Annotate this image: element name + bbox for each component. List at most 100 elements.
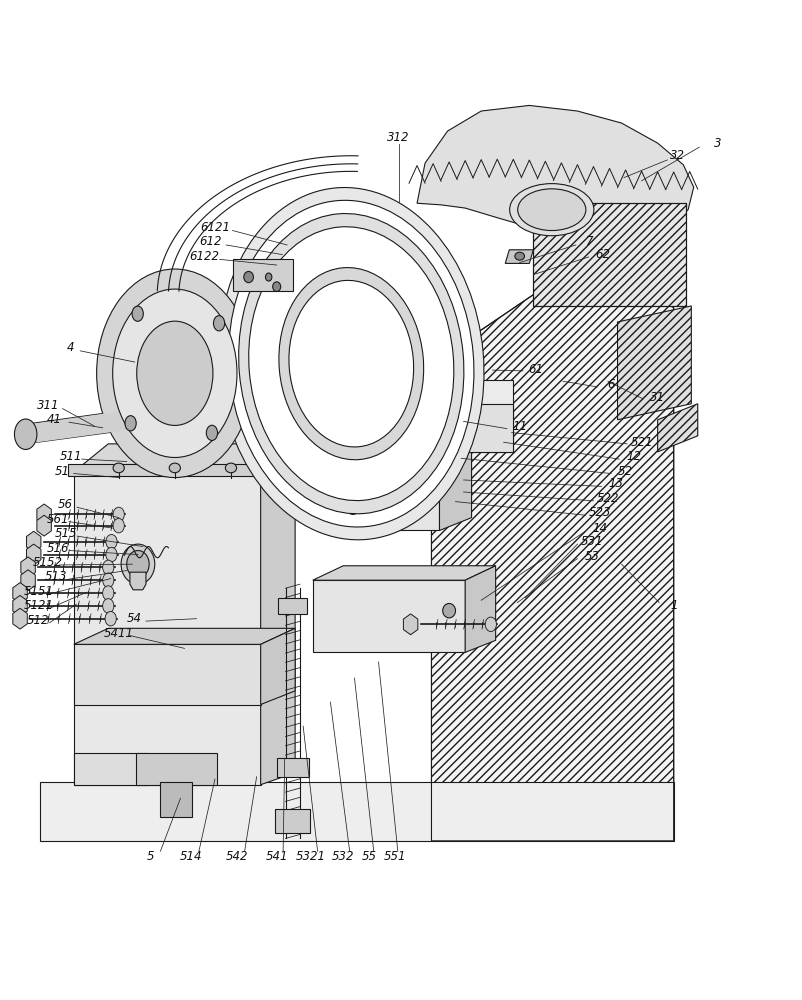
Polygon shape <box>277 758 309 777</box>
Ellipse shape <box>244 271 253 283</box>
Text: 541: 541 <box>265 850 288 863</box>
Text: 561: 561 <box>47 513 69 526</box>
Polygon shape <box>417 105 694 239</box>
Polygon shape <box>13 608 27 629</box>
Ellipse shape <box>136 321 213 425</box>
Polygon shape <box>439 405 472 530</box>
Text: 612: 612 <box>199 235 221 248</box>
Ellipse shape <box>346 468 359 481</box>
Polygon shape <box>431 259 674 841</box>
Text: 32: 32 <box>670 149 685 162</box>
Ellipse shape <box>249 227 454 501</box>
Text: 1: 1 <box>670 599 678 612</box>
Text: 55: 55 <box>362 850 376 863</box>
Text: 531: 531 <box>581 535 603 548</box>
Ellipse shape <box>225 463 237 473</box>
Polygon shape <box>21 570 35 591</box>
Ellipse shape <box>113 507 124 522</box>
Polygon shape <box>431 380 513 452</box>
Ellipse shape <box>517 189 585 231</box>
Text: 7: 7 <box>585 235 593 248</box>
Polygon shape <box>261 628 295 705</box>
Text: 542: 542 <box>225 850 248 863</box>
Text: 6121: 6121 <box>200 221 230 234</box>
Ellipse shape <box>485 617 496 632</box>
Polygon shape <box>26 404 173 444</box>
Text: 61: 61 <box>529 363 543 376</box>
Ellipse shape <box>273 282 281 291</box>
Polygon shape <box>233 259 293 291</box>
Text: 62: 62 <box>596 248 610 261</box>
Text: 13: 13 <box>609 477 623 490</box>
Text: 5152: 5152 <box>33 556 63 569</box>
Text: 4: 4 <box>67 341 75 354</box>
Ellipse shape <box>515 252 525 260</box>
Text: 551: 551 <box>383 850 406 863</box>
Ellipse shape <box>132 306 144 321</box>
Polygon shape <box>74 644 261 705</box>
Text: 6122: 6122 <box>189 250 220 263</box>
Polygon shape <box>13 583 27 603</box>
Polygon shape <box>505 250 533 263</box>
Polygon shape <box>13 595 27 616</box>
Text: 12: 12 <box>626 450 641 463</box>
Ellipse shape <box>289 280 414 447</box>
Polygon shape <box>26 531 41 552</box>
Text: 56: 56 <box>59 498 73 511</box>
Polygon shape <box>74 753 148 785</box>
Polygon shape <box>327 405 472 426</box>
Ellipse shape <box>127 551 149 578</box>
Text: 5321: 5321 <box>296 850 326 863</box>
Ellipse shape <box>103 560 114 575</box>
Polygon shape <box>21 557 35 578</box>
Text: 11: 11 <box>512 420 527 433</box>
Polygon shape <box>278 598 307 614</box>
Ellipse shape <box>342 497 364 519</box>
Polygon shape <box>74 472 261 785</box>
Polygon shape <box>403 614 418 635</box>
Ellipse shape <box>265 273 272 281</box>
Text: 52: 52 <box>618 465 633 478</box>
Text: 54: 54 <box>128 612 142 625</box>
Text: 311: 311 <box>37 399 59 412</box>
Polygon shape <box>465 566 496 652</box>
Polygon shape <box>130 572 146 590</box>
Ellipse shape <box>342 463 364 486</box>
Polygon shape <box>313 566 496 580</box>
Ellipse shape <box>105 611 116 626</box>
Text: 14: 14 <box>593 522 607 535</box>
Ellipse shape <box>169 463 180 473</box>
Ellipse shape <box>206 425 217 440</box>
Text: 31: 31 <box>650 391 665 404</box>
Text: 5: 5 <box>147 850 155 863</box>
Ellipse shape <box>510 184 593 236</box>
Text: 3: 3 <box>714 137 722 150</box>
Polygon shape <box>74 628 295 644</box>
Text: 515: 515 <box>55 527 77 540</box>
Text: 512: 512 <box>27 614 50 627</box>
Polygon shape <box>275 809 310 833</box>
Polygon shape <box>68 464 273 476</box>
Polygon shape <box>26 544 41 565</box>
Ellipse shape <box>113 518 124 533</box>
Ellipse shape <box>125 416 136 431</box>
Polygon shape <box>327 426 439 530</box>
Text: 516: 516 <box>47 542 69 555</box>
Polygon shape <box>37 504 51 525</box>
Ellipse shape <box>121 544 155 584</box>
Polygon shape <box>533 203 686 306</box>
Polygon shape <box>74 444 295 472</box>
Text: 5411: 5411 <box>103 627 134 640</box>
Ellipse shape <box>106 534 117 549</box>
Text: 521: 521 <box>630 436 653 449</box>
Polygon shape <box>261 444 295 785</box>
Ellipse shape <box>219 188 484 540</box>
Polygon shape <box>160 782 192 817</box>
Text: 6: 6 <box>607 378 615 391</box>
Ellipse shape <box>279 268 423 460</box>
Ellipse shape <box>342 429 364 451</box>
Ellipse shape <box>346 433 359 446</box>
Polygon shape <box>618 306 691 420</box>
Ellipse shape <box>213 316 225 331</box>
Polygon shape <box>40 782 674 841</box>
